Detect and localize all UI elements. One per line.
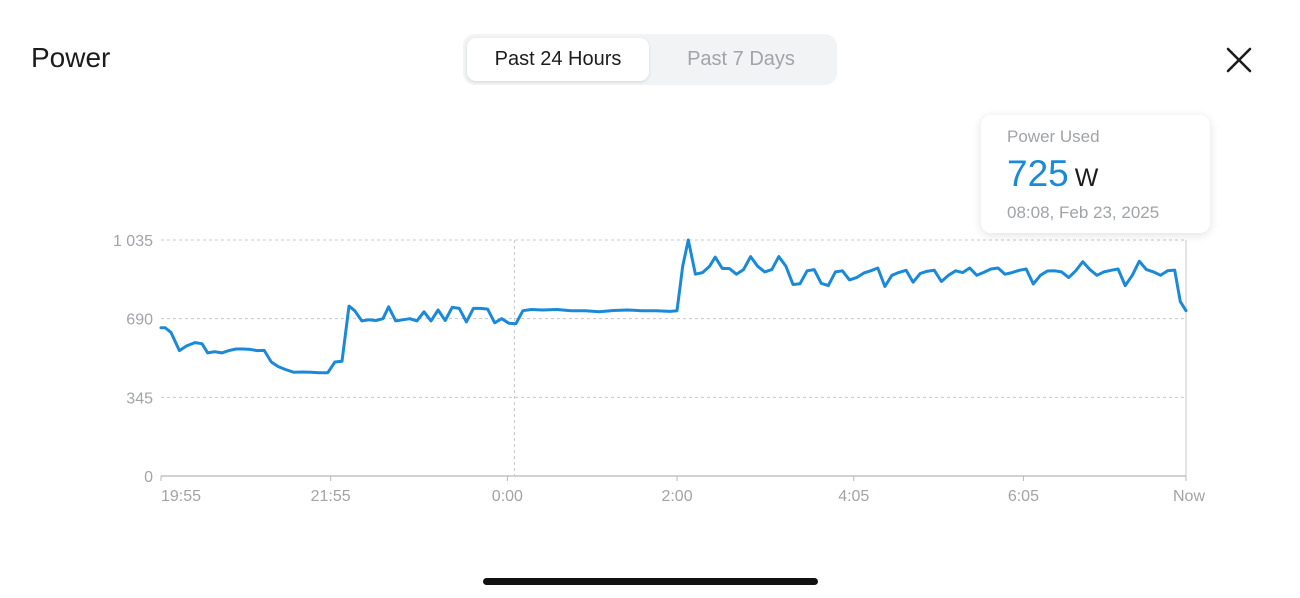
tooltip-label: Power Used: [1007, 127, 1100, 146]
power-tooltip: Power Used 725 W 08:08, Feb 23, 2025: [981, 115, 1210, 233]
y-tick-label: 0: [144, 469, 153, 486]
x-tick-label: Now: [1173, 488, 1205, 505]
tooltip-unit: W: [1074, 164, 1099, 192]
close-icon: [1226, 47, 1252, 73]
time-range-segmented-control: Past 24 Hours Past 7 Days: [463, 34, 837, 85]
tooltip-value: 725: [1007, 153, 1069, 194]
y-tick-label: 345: [126, 390, 153, 407]
tab-past-7-days[interactable]: Past 7 Days: [687, 48, 795, 70]
tooltip-value-row: 725 W: [1007, 153, 1098, 195]
x-tick-label: 4:05: [838, 488, 869, 505]
home-indicator: [483, 578, 818, 585]
tab-past-24-hours[interactable]: Past 24 Hours: [467, 38, 649, 81]
x-tick-label: 19:55: [161, 488, 201, 505]
page-title: Power: [31, 42, 111, 73]
close-button[interactable]: [1222, 43, 1256, 77]
x-tick-label: 21:55: [311, 488, 351, 505]
y-tick-label: 690: [126, 312, 153, 329]
series-line-power: [159, 238, 1188, 375]
tooltip-timestamp: 08:08, Feb 23, 2025: [1007, 203, 1160, 222]
x-tick-label: 0:00: [492, 488, 523, 505]
x-tick-label: 2:00: [661, 488, 692, 505]
x-tick-label: 6:05: [1008, 488, 1039, 505]
y-tick-label: 1 035: [113, 233, 153, 250]
